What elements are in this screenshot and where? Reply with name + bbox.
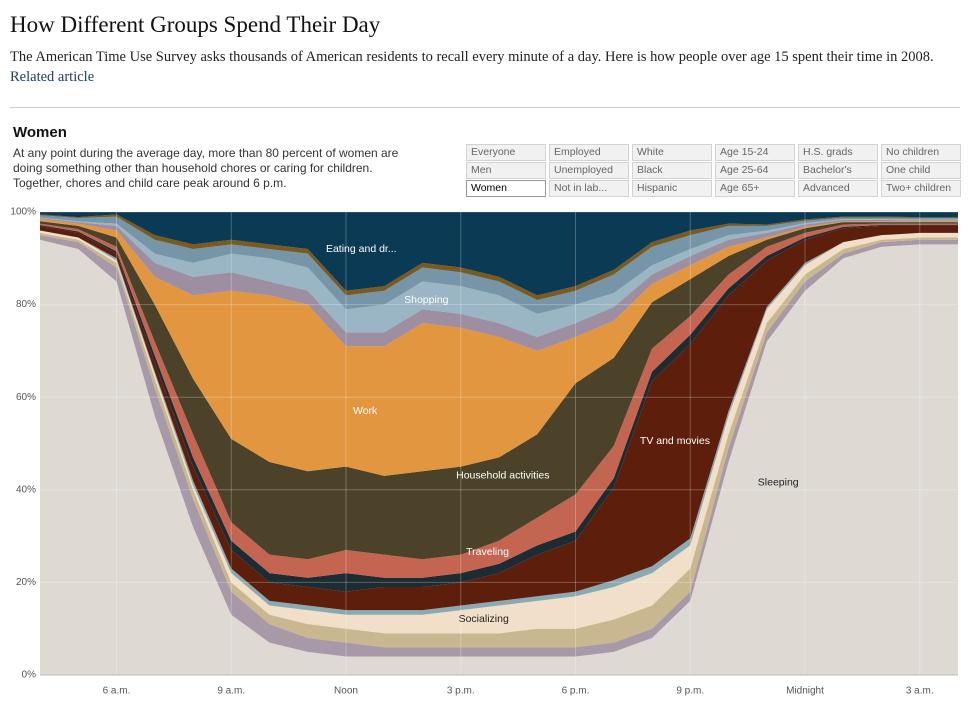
x-tick-label: 6 a.m. [103, 686, 131, 697]
filter-button[interactable]: Age 25-64 [715, 162, 795, 179]
filter-button[interactable]: Hispanic [632, 180, 712, 197]
x-tick-label: 3 a.m. [906, 686, 934, 697]
area [40, 217, 958, 338]
series-label: Household activities [456, 470, 549, 482]
x-tick-label: Noon [334, 686, 358, 697]
page-title: How Different Groups Spend Their Day [10, 12, 381, 37]
x-tick-label: 9 p.m. [676, 686, 704, 697]
y-tick-label: 0% [22, 670, 37, 681]
filter-button[interactable]: One child [881, 162, 961, 179]
series-label: Eating and dr... [326, 243, 397, 255]
series-label: Work [353, 405, 378, 417]
related-link[interactable]: Related article [10, 69, 95, 85]
x-tick-label: 3 p.m. [447, 686, 475, 697]
area [40, 224, 958, 592]
filter-button[interactable]: No children [881, 144, 961, 161]
filter-button[interactable]: Unemployed [549, 162, 629, 179]
panel-text: At any point during the average day, mor… [13, 146, 399, 190]
filter-button[interactable]: Bachelor's [798, 162, 878, 179]
plot-background [40, 212, 958, 675]
area [40, 235, 958, 657]
area [40, 230, 958, 615]
area [40, 239, 958, 675]
intro: The American Time Use Survey asks thousa… [10, 47, 955, 87]
area [40, 232, 958, 648]
area [40, 225, 958, 611]
area [40, 218, 958, 351]
series-label: TV and movies [640, 435, 710, 447]
filter-grid: Everyone Men Women Employed Unemployed Not in… [466, 144, 961, 197]
x-tick-label: Midnight [786, 686, 824, 697]
panel-heading: Women [13, 124, 67, 141]
series-label: Traveling [466, 546, 509, 558]
filter-button[interactable]: Men [466, 162, 546, 179]
y-tick-label: 40% [16, 484, 36, 495]
x-tick-label: 9 a.m. [217, 686, 245, 697]
filter-button[interactable]: Advanced [798, 180, 878, 197]
y-tick-label: 20% [16, 577, 36, 588]
area [40, 215, 958, 314]
area [40, 212, 958, 296]
area [40, 214, 958, 300]
filter-button[interactable]: Age 15-24 [715, 144, 795, 161]
intro-text: The American Time Use Survey asks thousa… [10, 49, 934, 65]
filter-button[interactable]: Not in lab... [549, 180, 629, 197]
y-tick-label: 60% [16, 392, 36, 403]
series-label: Shopping [404, 294, 449, 306]
filter-button[interactable]: Employed [549, 144, 629, 161]
series-label: Sleeping [758, 477, 799, 489]
area [40, 218, 958, 476]
area [40, 221, 958, 560]
area [40, 230, 958, 634]
x-tick-label: 6 p.m. [562, 686, 590, 697]
y-tick-label: 80% [16, 299, 36, 310]
filter-button[interactable]: White [632, 144, 712, 161]
filter-button[interactable]: Age 65+ [715, 180, 795, 197]
series-label: Socializing [459, 613, 509, 625]
filter-button[interactable]: H.S. grads [798, 144, 878, 161]
area [40, 223, 958, 578]
y-tick-label: 100% [10, 207, 36, 218]
filter-button[interactable]: Two+ children [881, 180, 961, 197]
filter-button[interactable]: Everyone [466, 144, 546, 161]
filter-button[interactable]: Women [466, 180, 546, 197]
filter-button[interactable]: Black [632, 162, 712, 179]
divider [10, 107, 960, 108]
